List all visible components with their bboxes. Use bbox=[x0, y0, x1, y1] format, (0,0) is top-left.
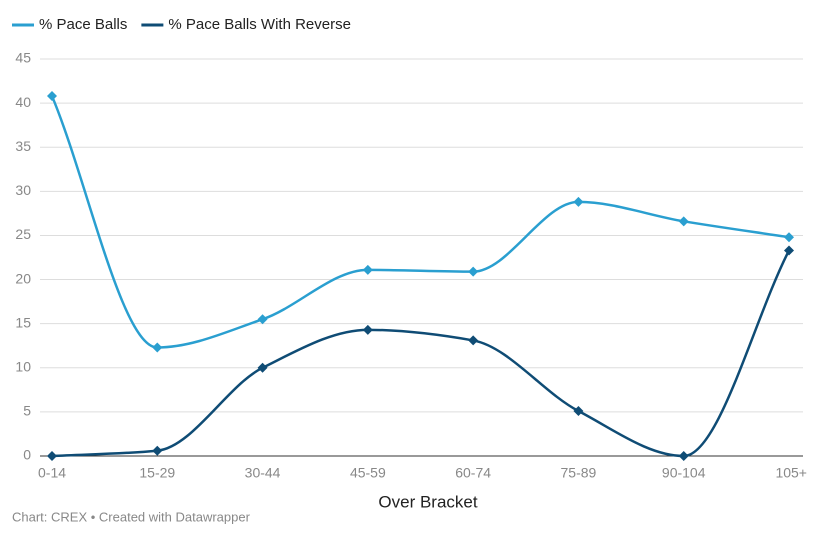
y-tick-label: 20 bbox=[15, 270, 31, 286]
point-marker bbox=[257, 314, 268, 325]
x-tick-label: 60-74 bbox=[455, 465, 491, 481]
series-line bbox=[51, 249, 791, 458]
series-line bbox=[50, 95, 790, 349]
y-tick-label: 15 bbox=[15, 314, 31, 330]
y-tick-label: 5 bbox=[23, 403, 31, 419]
point-marker bbox=[47, 451, 57, 461]
point-marker bbox=[678, 451, 689, 461]
point-marker bbox=[257, 362, 268, 373]
legend-label: % Pace Balls bbox=[39, 16, 127, 33]
x-tick-label: 15-29 bbox=[139, 465, 175, 481]
x-tick-label: 30-44 bbox=[245, 465, 281, 481]
point-marker bbox=[573, 196, 584, 207]
point-marker bbox=[362, 324, 373, 335]
x-tick-label: 45-59 bbox=[350, 465, 386, 481]
x-tick-label: 0-14 bbox=[38, 465, 66, 481]
point-marker bbox=[152, 342, 163, 353]
y-tick-label: 10 bbox=[15, 358, 31, 374]
x-tick-label: 90-104 bbox=[662, 465, 706, 481]
point-marker bbox=[468, 266, 479, 277]
point-marker bbox=[784, 232, 794, 243]
point-marker bbox=[678, 216, 689, 227]
footer: Chart: CREX • Created with Datawrapper bbox=[12, 509, 251, 524]
point-marker bbox=[573, 406, 584, 417]
y-tick-label: 45 bbox=[15, 50, 31, 66]
y-tick-label: 35 bbox=[15, 138, 31, 154]
point-marker bbox=[152, 445, 163, 456]
y-tick-label: 40 bbox=[15, 94, 31, 110]
point-marker bbox=[784, 245, 794, 256]
x-axis-label: Over Bracket bbox=[378, 492, 477, 511]
legend-label: % Pace Balls With Reverse bbox=[168, 16, 351, 33]
x-tick-label: 75-89 bbox=[561, 465, 597, 481]
y-tick-label: 25 bbox=[15, 226, 31, 242]
point-marker bbox=[468, 335, 479, 346]
x-tick-label: 105+ bbox=[775, 465, 807, 481]
y-tick-label: 0 bbox=[23, 447, 31, 463]
point-marker bbox=[362, 264, 373, 275]
y-tick-label: 30 bbox=[15, 182, 31, 198]
point-marker bbox=[47, 91, 57, 102]
